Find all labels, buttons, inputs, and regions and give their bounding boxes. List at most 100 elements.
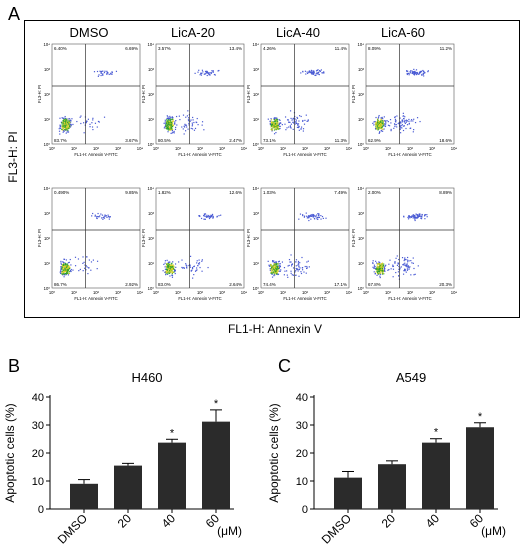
event-dot [70, 264, 72, 266]
event-dot [279, 127, 281, 130]
event-dot [308, 217, 310, 219]
event-dot [63, 273, 65, 275]
event-dot [296, 269, 298, 271]
event-dot [67, 131, 70, 133]
event-dot [294, 270, 297, 272]
event-dot [63, 124, 65, 126]
event-dot [69, 258, 71, 261]
event-dot [64, 272, 66, 275]
event-dot [279, 270, 281, 272]
event-dot [323, 71, 325, 73]
event-dot [164, 268, 167, 270]
quadrant-upper-left: 3.57% [158, 46, 171, 51]
quadrant-upper-left: 1.03% [263, 190, 276, 195]
dot-plot-frame [155, 43, 245, 145]
event-dot [172, 124, 174, 126]
event-dot [92, 212, 94, 215]
event-dot [274, 127, 277, 129]
event-dot [414, 216, 416, 218]
event-dot [166, 266, 168, 268]
event-dot [401, 124, 404, 126]
x-tick-label: 10⁰ [49, 146, 56, 151]
event-dot [167, 271, 169, 273]
event-dot [100, 71, 102, 73]
event-dot [171, 118, 173, 121]
event-dot [393, 127, 395, 129]
event-dot [65, 122, 68, 124]
event-dot [379, 270, 382, 272]
event-dot [381, 120, 384, 122]
event-dot [198, 215, 200, 217]
event-dot [276, 263, 278, 265]
event-dot [417, 215, 419, 217]
event-dot [377, 122, 379, 124]
event-dot [167, 122, 170, 124]
event-dot [64, 118, 66, 120]
event-dot [173, 265, 175, 267]
event-dot [203, 218, 205, 220]
event-dot [91, 215, 93, 217]
event-dot [66, 125, 69, 127]
quadrant-upper-left: 8.09% [368, 46, 381, 51]
event-dot [292, 267, 295, 269]
event-dot [378, 261, 380, 263]
event-dot [272, 127, 274, 129]
event-dot [400, 124, 402, 127]
event-dot [407, 265, 410, 267]
event-dot [381, 267, 384, 270]
x-tick-label: 10² [93, 146, 100, 151]
event-dot [168, 121, 170, 124]
event-dot [188, 122, 190, 124]
event-dot [412, 217, 414, 219]
event-dot [59, 133, 61, 135]
x-tick-label: 10³ [429, 290, 436, 295]
event-dot [375, 122, 377, 125]
event-dot [397, 271, 400, 273]
event-dot [409, 127, 411, 130]
event-dot [171, 274, 174, 277]
event-dot [63, 267, 65, 269]
y-tick-label: 10⁴ [44, 186, 51, 191]
y-tick-label: 10⁴ [44, 42, 51, 47]
event-dot [166, 268, 168, 270]
event-dot [377, 123, 379, 125]
event-dot [412, 131, 414, 133]
event-dot [169, 264, 171, 266]
event-dot [408, 267, 410, 269]
event-dot [420, 217, 422, 219]
event-dot [409, 72, 412, 74]
event-dot [191, 266, 194, 269]
event-dot [169, 120, 171, 122]
event-dot [417, 72, 419, 75]
event-dot [60, 262, 62, 264]
event-dot [290, 127, 292, 129]
event-dot [171, 262, 173, 264]
event-dot [187, 117, 190, 119]
event-dot [213, 73, 216, 76]
event-dot [373, 121, 375, 123]
event-dot [373, 124, 375, 126]
x-tick-label: 10² [197, 290, 204, 295]
event-dot [96, 215, 98, 218]
event-dot [64, 270, 66, 272]
event-dot [295, 274, 297, 276]
event-dot [415, 213, 417, 215]
event-dot [379, 267, 381, 269]
event-dot [392, 265, 395, 267]
y-tick-label: 10² [44, 92, 51, 97]
event-dot [110, 73, 112, 75]
event-dot [60, 271, 62, 273]
event-dot [181, 259, 183, 261]
event-dot [298, 275, 300, 277]
y-tick-label: 10⁴ [358, 186, 365, 191]
y-tick-label: 20 [32, 448, 44, 460]
event-dot [380, 127, 382, 129]
event-dot [278, 128, 280, 130]
event-dot [274, 261, 276, 264]
event-dot [422, 73, 424, 75]
event-dot [375, 126, 378, 128]
event-dot [413, 73, 415, 75]
event-dot [267, 118, 269, 120]
event-dot [424, 214, 426, 216]
